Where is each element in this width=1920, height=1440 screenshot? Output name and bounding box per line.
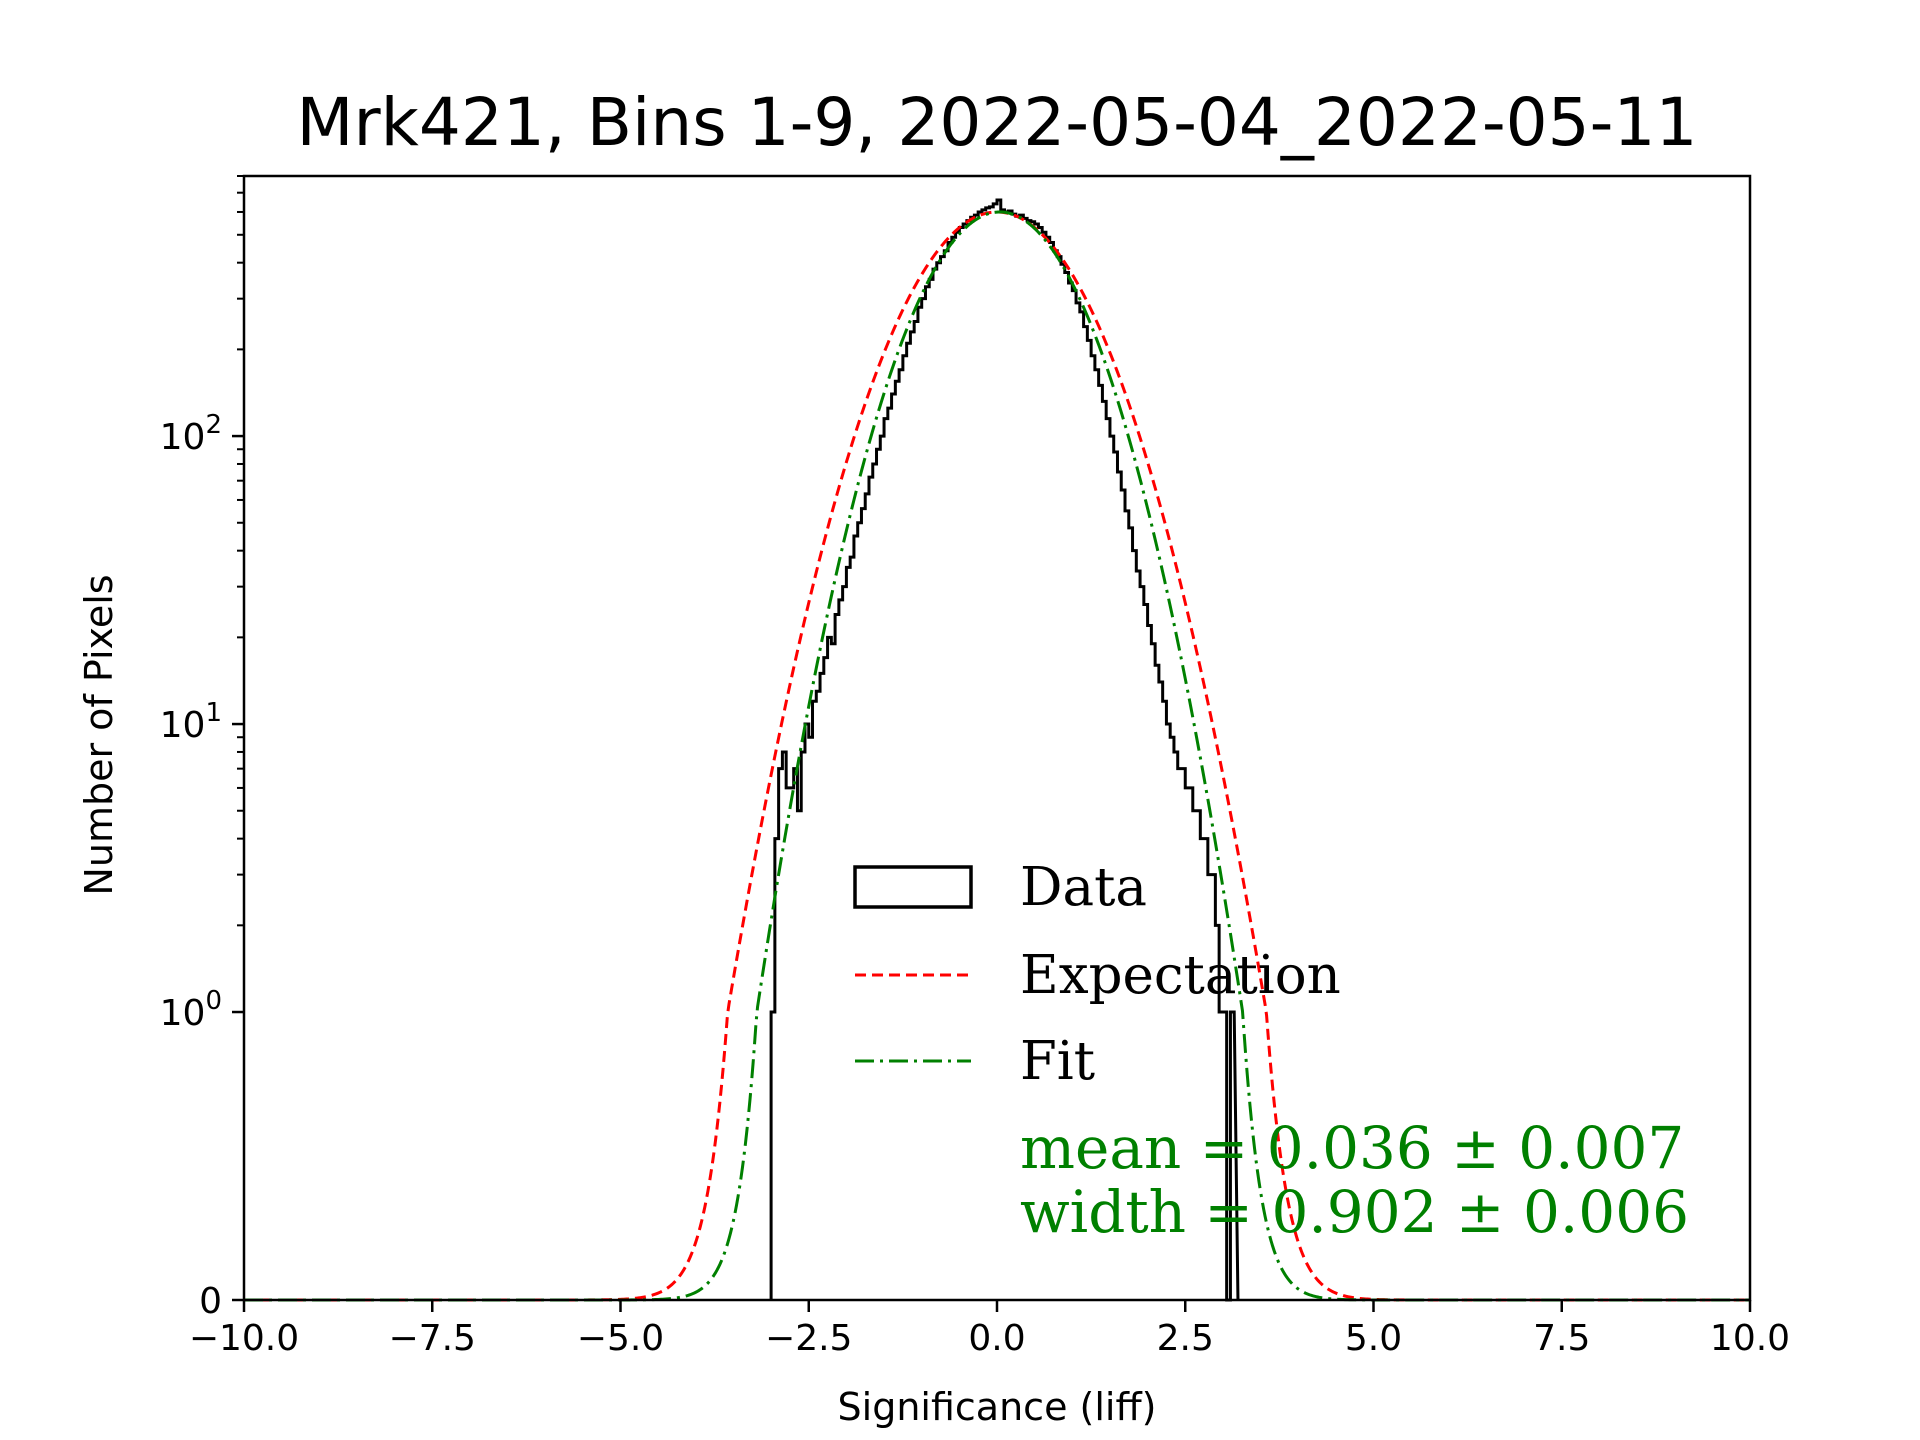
y-tick-label: 101 <box>160 698 222 746</box>
x-tick-label: −10.0 <box>189 1318 299 1359</box>
y-axis-label: Number of Pixels <box>77 574 121 895</box>
legend-fit-label: Fit <box>1020 1031 1095 1092</box>
x-tick-label: −2.5 <box>765 1318 852 1359</box>
legend-data-swatch <box>853 865 973 909</box>
y-axis: 0 100 101 102 <box>160 175 244 1322</box>
data-histogram <box>769 198 1240 1302</box>
x-tick-label: 7.5 <box>1533 1318 1590 1359</box>
x-tick-label: −7.5 <box>389 1318 476 1359</box>
chart-title: Mrk421, Bins 1-9, 2022-05-04_2022-05-11 <box>297 84 1698 161</box>
y-tick-label: 100 <box>160 986 222 1034</box>
fit-mean-annotation: mean = 0.036 ± 0.007 <box>1020 1114 1684 1182</box>
fit-width-annotation: width = 0.902 ± 0.006 <box>1020 1178 1689 1246</box>
legend-expectation-label: Expectation <box>1020 945 1341 1006</box>
x-tick-label: 10.0 <box>1710 1318 1790 1359</box>
legend-data-label: Data <box>1020 857 1147 918</box>
x-axis-label: Significance (liff) <box>838 1385 1157 1429</box>
x-tick-label: −5.0 <box>577 1318 664 1359</box>
x-axis: −10.0 −7.5 −5.0 −2.5 0.0 2.5 5.0 7.5 10.0 <box>189 1300 1790 1359</box>
x-tick-label: 0.0 <box>968 1318 1025 1359</box>
legend: Data Expectation Fit mean = 0.036 ± 0.00… <box>853 857 1689 1246</box>
x-tick-label: 2.5 <box>1157 1318 1214 1359</box>
y-tick-label: 102 <box>160 410 222 458</box>
y-tick-label: 0 <box>199 1281 222 1322</box>
x-tick-label: 5.0 <box>1345 1318 1402 1359</box>
